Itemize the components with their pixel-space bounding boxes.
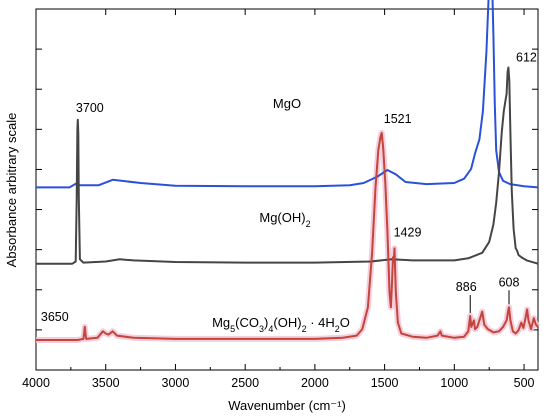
series-line <box>36 0 539 189</box>
x-axis-title: Wavenumber (cm⁻¹) <box>228 398 346 413</box>
plot-frame <box>35 8 539 371</box>
peak-label: 608 <box>499 275 520 289</box>
series-name-label: Mg(OH)2 <box>259 210 310 229</box>
series-band-carbonate <box>36 129 541 343</box>
x-tick-label: 2500 <box>231 376 259 390</box>
series-line <box>36 131 539 341</box>
series-lines <box>36 0 539 341</box>
y-axis-title: Absorbance arbitrary scale <box>4 113 19 268</box>
x-tick-label: 500 <box>514 376 535 390</box>
peak-label: 1429 <box>394 225 422 239</box>
x-tick-label: 2000 <box>301 376 329 390</box>
peak-label: 3650 <box>41 310 69 324</box>
series-bands <box>36 129 541 343</box>
x-tick-label: 1000 <box>440 376 468 390</box>
x-axis-ticks: 4000 3500 3000 2500 2000 1500 1000 500 <box>22 9 535 390</box>
peak-label: 3700 <box>76 101 104 115</box>
peak-label: 612 <box>516 51 537 65</box>
series-name-label: MgO <box>273 96 301 111</box>
x-tick-label: 1500 <box>371 376 399 390</box>
series-name-label: Mg5(CO3)4(OH)2 · 4H2O <box>212 315 350 334</box>
x-tick-label: 3000 <box>162 376 190 390</box>
series-name-labels: MgO Mg(OH)2 Mg5(CO3)4(OH)2 · 4H2O <box>212 96 350 334</box>
series-line <box>36 66 539 265</box>
peak-label: 1521 <box>384 112 412 126</box>
peak-labels: 7383700612152114298866083650 <box>41 51 537 324</box>
peak-label: 886 <box>456 280 477 294</box>
x-tick-label: 3500 <box>92 376 120 390</box>
x-tick-label: 4000 <box>22 376 50 390</box>
